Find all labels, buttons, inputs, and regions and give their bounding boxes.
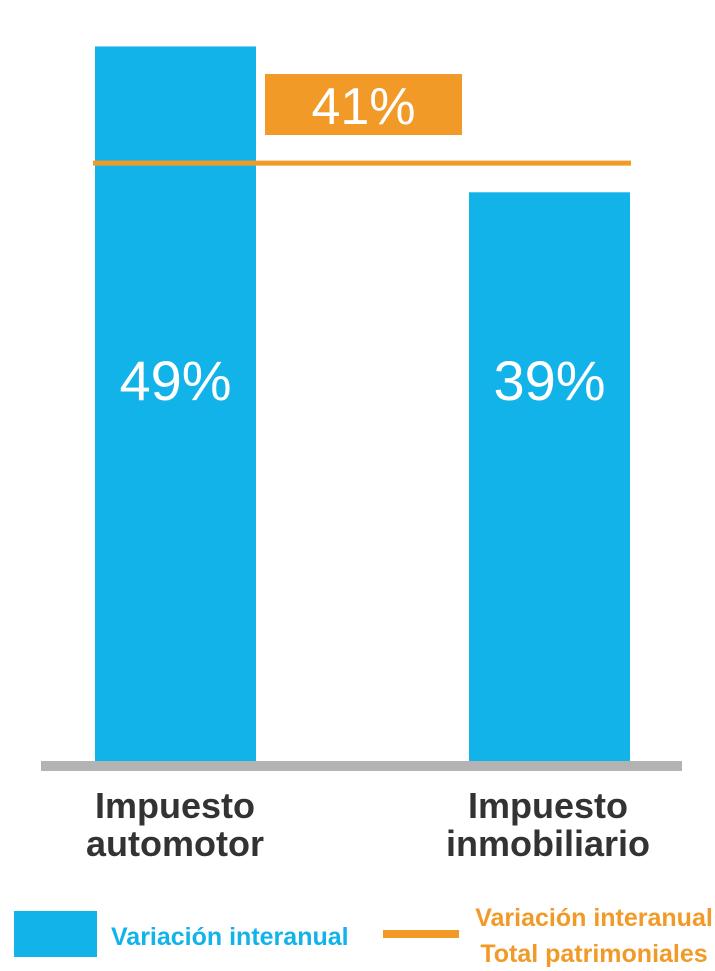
legend: Variación interanual Variación interanual… (14, 904, 713, 968)
bar-value-label-1: 39% (493, 349, 605, 412)
legend-bar-label: Variación interanual (111, 923, 349, 951)
reference-line-group: 41% (93, 74, 631, 166)
legend-line-label-line-0: Variación interanual (475, 904, 713, 932)
category-label-0-line-0: Impuesto (95, 785, 255, 826)
baseline-group (41, 761, 682, 771)
x-axis-baseline (41, 761, 682, 771)
category-label-1-line-1: inmobiliario (446, 823, 650, 864)
bar-value-label-0: 49% (119, 349, 231, 412)
legend-line-swatch (383, 930, 459, 938)
reference-value-label: 41% (311, 78, 415, 136)
legend-line-label-line-1: Total patrimoniales (480, 940, 707, 968)
category-label-0-line-1: automotor (86, 823, 264, 864)
reference-label-box (265, 74, 462, 135)
category-label-1-line-0: Impuesto (468, 785, 628, 826)
bar-1 (469, 192, 630, 761)
legend-bar-swatch (14, 911, 97, 957)
bars-group: 49% 39% (95, 46, 630, 762)
